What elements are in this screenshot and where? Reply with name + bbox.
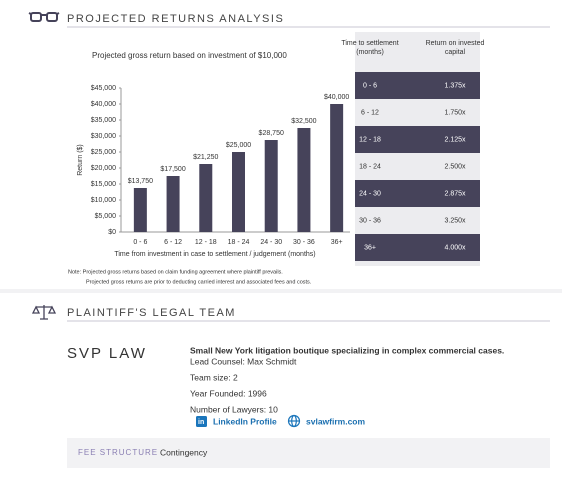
bar bbox=[264, 140, 278, 232]
firm-name: SVP LAW bbox=[67, 345, 147, 362]
table-row-bg bbox=[355, 180, 480, 207]
y-tick-label: $10,000 bbox=[91, 197, 116, 204]
linkedin-glyph: in bbox=[198, 419, 204, 426]
value-label: $17,500 bbox=[160, 166, 185, 173]
value-label: $40,000 bbox=[324, 94, 349, 101]
chart-title: Projected gross return based on investme… bbox=[92, 51, 287, 60]
y-tick-label: $30,000 bbox=[91, 133, 116, 140]
fee-bar bbox=[67, 438, 550, 468]
x-tick-label: 24 - 30 bbox=[260, 239, 282, 246]
y-tick-label: $20,000 bbox=[91, 165, 116, 172]
value-label: $25,000 bbox=[226, 142, 251, 149]
table-cell: 2.500x bbox=[444, 163, 466, 170]
section-title: PROJECTED RETURNS ANALYSIS bbox=[67, 13, 284, 25]
x-tick-label: 6 - 12 bbox=[164, 239, 182, 246]
y-tick-label: $5,000 bbox=[95, 213, 117, 220]
table-cell: 2.875x bbox=[444, 190, 466, 197]
y-tick-label: $35,000 bbox=[91, 117, 116, 124]
section-title: PLAINTIFF'S LEGAL TEAM bbox=[67, 307, 236, 319]
x-tick-label: 30 - 36 bbox=[293, 239, 315, 246]
x-tick-label: 18 - 24 bbox=[228, 239, 250, 246]
table-cell: 12 - 18 bbox=[359, 136, 381, 143]
table-cell: 36+ bbox=[364, 244, 376, 251]
bar bbox=[199, 164, 213, 232]
table-header: Return on invested capital bbox=[425, 40, 485, 56]
fee-value: Contingency bbox=[160, 447, 208, 457]
detail: Number of Lawyers: 10 bbox=[190, 404, 278, 414]
table-cell: 6 - 12 bbox=[361, 109, 379, 116]
table-cell: 3.250x bbox=[444, 217, 466, 224]
value-label: $28,750 bbox=[259, 130, 284, 137]
x-tick-label: 12 - 18 bbox=[195, 239, 217, 246]
table-cell: 18 - 24 bbox=[359, 163, 381, 170]
detail: Year Founded: 1996 bbox=[190, 388, 267, 398]
section-gap bbox=[0, 289, 562, 293]
table-row-bg bbox=[355, 126, 480, 153]
detail: Team size: 2 bbox=[190, 372, 238, 382]
table-cell: 30 - 36 bbox=[359, 217, 381, 224]
y-axis-label: Return ($) bbox=[77, 144, 84, 176]
y-tick-label: $40,000 bbox=[91, 101, 116, 108]
scales-icon bbox=[31, 305, 57, 320]
table-cell: 4.000x bbox=[444, 244, 466, 251]
y-tick-label: $0 bbox=[108, 229, 116, 236]
note: Projected gross returns are prior to ded… bbox=[86, 279, 312, 285]
table-header-cell: Return on invested capital bbox=[425, 40, 485, 56]
detail: Lead Counsel: Max Schmidt bbox=[190, 356, 297, 366]
x-tick-label: 36+ bbox=[331, 239, 343, 246]
table-cell: 1.750x bbox=[444, 109, 466, 116]
x-tick-label: 0 - 6 bbox=[133, 239, 147, 246]
bar bbox=[330, 104, 344, 232]
table-row-bg bbox=[355, 234, 480, 261]
bar bbox=[297, 128, 311, 232]
table-cell: 24 - 30 bbox=[359, 190, 381, 197]
table-cell: 2.125x bbox=[444, 136, 466, 143]
y-tick-label: $25,000 bbox=[91, 149, 116, 156]
bar bbox=[133, 188, 147, 232]
link[interactable]: svlawfirm.com bbox=[306, 416, 365, 426]
linkedin-icon bbox=[196, 416, 207, 427]
link[interactable]: LinkedIn Profile bbox=[213, 416, 277, 426]
y-tick-label: $15,000 bbox=[91, 181, 116, 188]
globe-icon bbox=[287, 414, 301, 428]
glasses-icon bbox=[28, 12, 60, 22]
value-label: $32,500 bbox=[291, 118, 316, 125]
table-header-cell: Time to settlement (months) bbox=[341, 40, 399, 56]
y-tick-label: $45,000 bbox=[91, 85, 116, 92]
fee-label: FEE STRUCTURE bbox=[78, 448, 158, 457]
bar bbox=[166, 176, 180, 232]
note: Note: Projected gross returns based on c… bbox=[68, 269, 283, 275]
bar bbox=[232, 152, 245, 232]
firm-description: Small New York litigation boutique speci… bbox=[190, 345, 504, 355]
value-label: $21,250 bbox=[193, 154, 218, 161]
table-header: Time to settlement (months) bbox=[341, 40, 399, 56]
x-axis-label: Time from investment in case to settleme… bbox=[114, 251, 315, 258]
table-cell: 1.375x bbox=[444, 82, 466, 89]
table-cell: 0 - 6 bbox=[363, 82, 377, 89]
table-row-bg bbox=[355, 72, 480, 99]
value-label: $13,750 bbox=[128, 178, 153, 185]
